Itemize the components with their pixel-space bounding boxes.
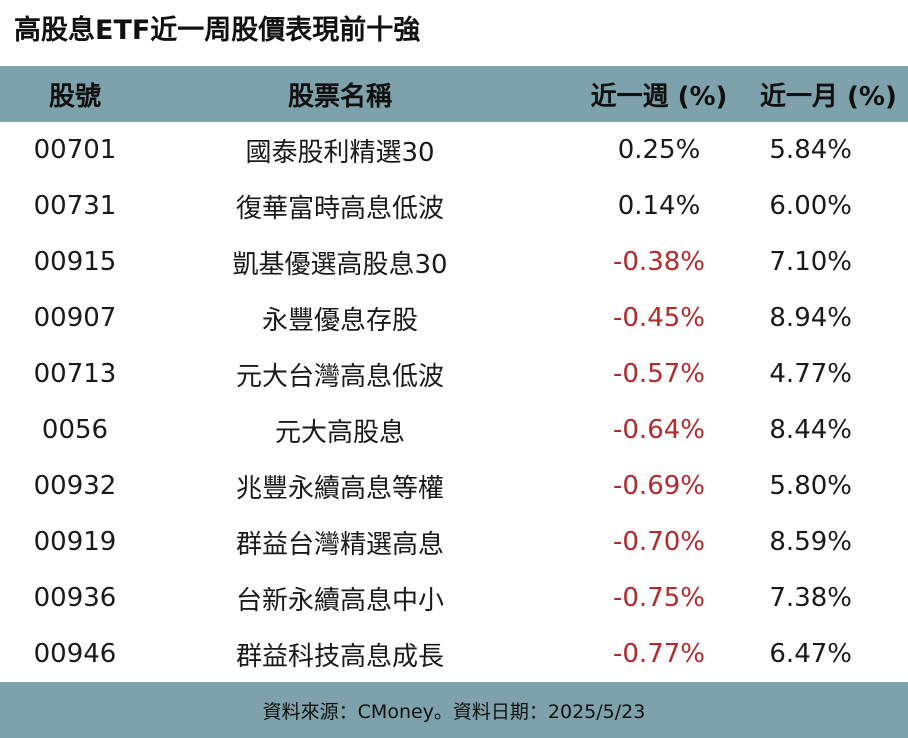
cell-stock-code: 0056 (41, 415, 109, 445)
cell-stock-code: 00936 (33, 583, 117, 613)
cell-stock-name: 元大台灣高息低波 (235, 361, 444, 392)
cell-week-change: 0.25% (617, 135, 701, 165)
cell-month-change: 5.80% (769, 471, 852, 501)
cell-week-change: -0.38% (613, 247, 705, 277)
cell-month-change: 7.38% (769, 583, 852, 613)
source-footer: 資料來源：CMoney。資料日期：2025/5/23 (0, 682, 908, 738)
cell-stock-code: 00701 (33, 135, 117, 165)
cell-stock-code: 00713 (33, 359, 117, 389)
cell-week-change: -0.70% (613, 527, 705, 557)
cell-month-change: 6.00% (769, 191, 852, 221)
table-row: 00915 凱基優選高股息30 -0.38% 7.10% (0, 234, 908, 290)
cell-stock-name: 復華富時高息低波 (235, 193, 444, 224)
cell-month-change: 8.59% (769, 527, 852, 557)
table-row: 00919 群益台灣精選高息 -0.70% 8.59% (0, 514, 908, 570)
header-week-change: 近一週 (%) (590, 81, 728, 112)
cell-month-change: 4.77% (769, 359, 852, 389)
cell-stock-name: 元大高股息 (274, 417, 405, 448)
page-title: 高股息ETF近一周股價表現前十強 (14, 15, 421, 46)
header-stock-code: 股號 (48, 81, 101, 112)
cell-week-change: -0.64% (613, 415, 705, 445)
header-stock-name: 股票名稱 (287, 81, 392, 112)
cell-stock-name: 凱基優選高股息30 (232, 249, 448, 280)
cell-month-change: 8.94% (769, 303, 852, 333)
cell-month-change: 5.84% (769, 135, 852, 165)
table-row: 0056 元大高股息 -0.64% 8.44% (0, 402, 908, 458)
source-footer-text: 資料來源：CMoney。資料日期：2025/5/23 (262, 700, 646, 723)
header-month-change: 近一月 (%) (760, 81, 897, 112)
table-body: 00701 國泰股利精選30 0.25% 5.84% 00731 復華富時高息低波 0.14… (0, 122, 908, 682)
cell-stock-name: 永豐優息存股 (261, 305, 418, 336)
cell-stock-code: 00919 (33, 527, 117, 557)
cell-stock-code: 00907 (33, 303, 117, 333)
table-row: 00946 群益科技高息成長 -0.77% 6.47% (0, 626, 908, 682)
table-header-row: 股號 股票名稱 近一週 (%) 近一月 (%) (0, 66, 908, 122)
cell-week-change: -0.69% (613, 471, 705, 501)
cell-stock-name: 國泰股利精選30 (245, 137, 435, 168)
cell-week-change: -0.57% (613, 359, 705, 389)
cell-month-change: 8.44% (769, 415, 852, 445)
cell-stock-code: 00946 (33, 639, 117, 669)
cell-stock-name: 台新永續高息中小 (235, 585, 444, 616)
table-row: 00713 元大台灣高息低波 -0.57% 4.77% (0, 346, 908, 402)
cell-week-change: 0.14% (617, 191, 701, 221)
table-row: 00907 永豐優息存股 -0.45% 8.94% (0, 290, 908, 346)
table-row: 00932 兆豐永續高息等權 -0.69% 5.80% (0, 458, 908, 514)
cell-stock-name: 群益科技高息成長 (235, 641, 444, 672)
cell-stock-name: 群益台灣精選高息 (235, 529, 444, 560)
cell-week-change: -0.45% (613, 303, 705, 333)
cell-month-change: 7.10% (769, 247, 852, 277)
cell-stock-name: 兆豐永續高息等權 (235, 473, 444, 504)
cell-stock-code: 00731 (33, 191, 117, 221)
table-row: 00731 復華富時高息低波 0.14% 6.00% (0, 178, 908, 234)
table-row: 00936 台新永續高息中小 -0.75% 7.38% (0, 570, 908, 626)
cell-week-change: -0.75% (613, 583, 705, 613)
cell-stock-code: 00915 (33, 247, 117, 277)
table-row: 00701 國泰股利精選30 0.25% 5.84% (0, 122, 908, 178)
cell-stock-code: 00932 (33, 471, 117, 501)
etf-performance-table: 股號 股票名稱 近一週 (%) 近一月 (%) 00701 國泰股利精選30 0.2… (0, 66, 908, 682)
cell-week-change: -0.77% (613, 639, 705, 669)
cell-month-change: 6.47% (769, 639, 852, 669)
